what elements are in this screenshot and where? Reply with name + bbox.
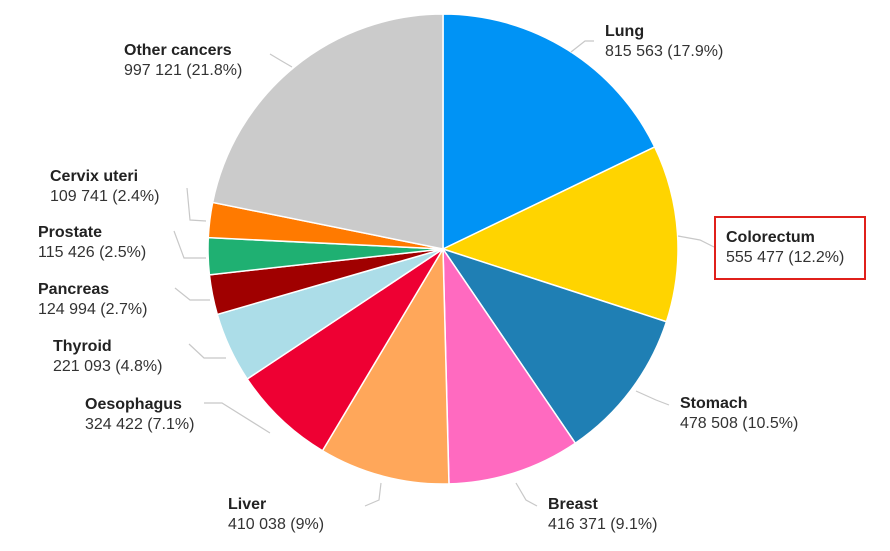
label-value-oesophagus: 324 422 (7.1%)	[85, 416, 194, 433]
label-name-breast: Breast	[548, 496, 598, 513]
label-name-colorectum: Colorectum	[726, 229, 815, 246]
label-name-other-cancers: Other cancers	[124, 42, 232, 59]
label-value-colorectum: 555 477 (12.2%)	[726, 249, 844, 266]
label-name-stomach: Stomach	[680, 395, 748, 412]
label-value-stomach: 478 508 (10.5%)	[680, 415, 798, 432]
label-value-thyroid: 221 093 (4.8%)	[53, 358, 162, 375]
label-name-oesophagus: Oesophagus	[85, 396, 182, 413]
slice-colorectum	[440, 145, 679, 323]
leader-colorectum	[677, 235, 715, 248]
slice-labels: Lung 815 563 (17.9%) Colorectum 555 477 (12…	[38, 23, 844, 533]
label-value-prostate: 115 426 (2.5%)	[38, 244, 146, 261]
label-name-cervix-uteri: Cervix uteri	[50, 168, 138, 185]
leader-lung	[570, 40, 594, 53]
label-value-lung: 815 563 (17.9%)	[605, 43, 723, 60]
leader-cervix-uteri	[186, 187, 207, 222]
leader-lines	[173, 40, 715, 507]
slice-stomach	[441, 247, 668, 445]
leader-breast	[515, 482, 538, 507]
label-name-lung: Lung	[605, 23, 644, 40]
leader-stomach	[635, 390, 670, 406]
slice-lung	[442, 13, 656, 251]
leader-oesophagus	[204, 402, 271, 434]
slice-breast	[442, 246, 577, 485]
highlight-box	[714, 216, 866, 280]
leader-liver	[364, 482, 382, 507]
slice-liver	[321, 246, 450, 485]
leader-thyroid	[188, 343, 226, 359]
leader-other-cancers	[269, 53, 293, 68]
label-name-prostate: Prostate	[38, 224, 102, 241]
slice-oesophagus	[246, 248, 444, 452]
label-value-other-cancers: 997 121 (21.8%)	[124, 62, 242, 79]
label-value-pancreas: 124 994 (2.7%)	[38, 301, 147, 318]
slice-other-cancers	[211, 13, 444, 250]
pie-slices	[207, 13, 679, 485]
label-value-cervix-uteri: 109 741 (2.4%)	[50, 188, 159, 205]
leader-pancreas	[174, 287, 210, 301]
leader-prostate	[173, 230, 206, 259]
label-name-liver: Liver	[228, 496, 266, 513]
label-name-thyroid: Thyroid	[53, 338, 112, 355]
label-value-liver: 410 038 (9%)	[228, 516, 324, 533]
label-name-pancreas: Pancreas	[38, 281, 109, 298]
label-value-breast: 416 371 (9.1%)	[548, 516, 657, 533]
